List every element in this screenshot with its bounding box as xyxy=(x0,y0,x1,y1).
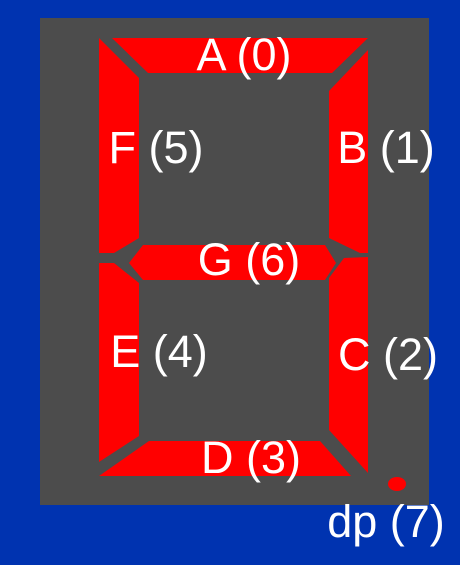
segment-a xyxy=(112,38,368,73)
label-a: A (0) xyxy=(196,29,291,80)
segment-e xyxy=(99,263,139,462)
label-e: E (4) xyxy=(110,326,208,377)
label-b: B (1) xyxy=(337,122,435,173)
segment-c xyxy=(329,257,368,473)
label-g: G (6) xyxy=(198,234,301,285)
label-f: F (5) xyxy=(109,122,204,173)
segment-f xyxy=(99,38,139,253)
label-dp: dp (7) xyxy=(327,496,445,547)
label-c: C (2) xyxy=(338,329,438,380)
decimal-point xyxy=(388,477,406,491)
segment-b xyxy=(329,50,368,253)
segment-g xyxy=(129,245,336,280)
segment-d xyxy=(99,441,351,476)
label-d: D (3) xyxy=(201,432,301,483)
